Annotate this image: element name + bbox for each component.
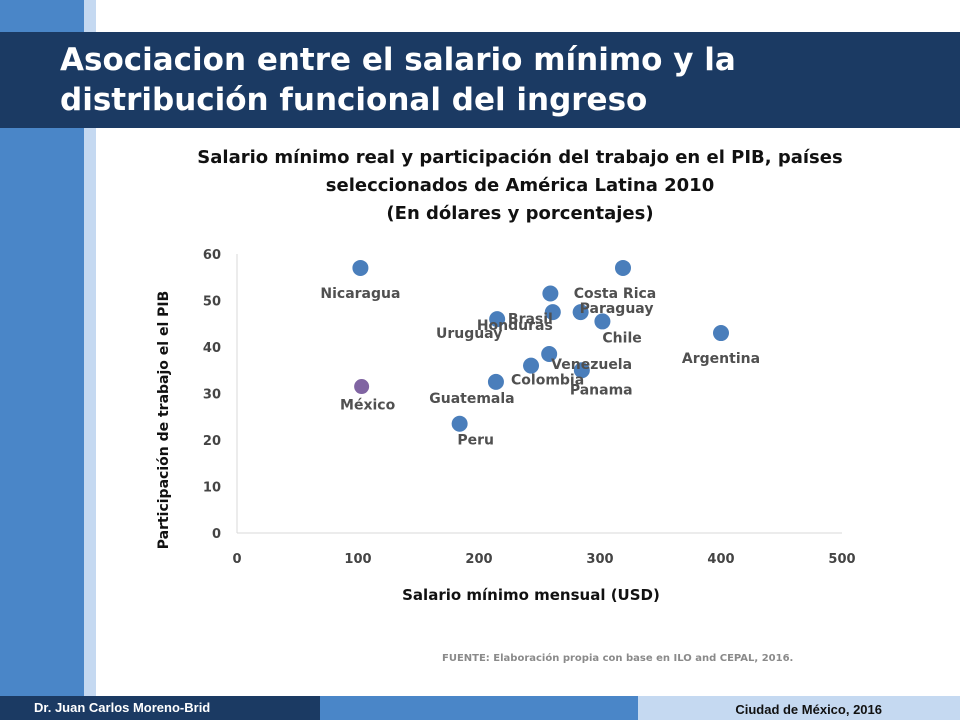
data-point-label: Uruguay xyxy=(436,326,502,342)
slide-title: Asociacion entre el salario mínimo y la … xyxy=(60,42,736,118)
data-point-label: Nicaragua xyxy=(320,286,400,302)
data-point xyxy=(352,259,369,276)
title-banner xyxy=(0,32,960,128)
data-point xyxy=(544,304,561,321)
chart-point-labels: Nicaragua Costa Rica Brasil Paraguay Hondura… xyxy=(320,286,760,449)
data-point-label: México xyxy=(340,398,396,414)
source-note: FUENTE: Elaboración propia con base en I… xyxy=(442,653,794,664)
data-point-label: Peru xyxy=(457,433,494,449)
data-point xyxy=(572,304,589,321)
footer-bar-dark xyxy=(0,696,320,720)
y-tick-label: 40 xyxy=(203,341,221,356)
y-tick-label: 0 xyxy=(212,527,221,542)
data-point-label: Panama xyxy=(570,382,633,398)
data-point-label: Paraguay xyxy=(580,301,654,317)
data-point-label: Guatemala xyxy=(429,391,514,407)
data-point xyxy=(489,311,506,328)
chart-title-line-2: seleccionados de América Latina 2010 xyxy=(325,175,715,196)
footer-bar-mid xyxy=(320,696,638,720)
data-point xyxy=(451,415,468,432)
x-tick-label: 400 xyxy=(707,552,734,567)
x-tick-label: 500 xyxy=(828,552,855,567)
y-axis-label: Participación de trabajo el el PIB xyxy=(156,291,172,550)
footer-author: Dr. Juan Carlos Moreno-Brid xyxy=(34,700,211,715)
data-point-label: Chile xyxy=(602,330,641,346)
chart-title-line-3: (En dólares y porcentajes) xyxy=(386,203,654,224)
data-point-label: Honduras xyxy=(477,318,553,334)
data-point xyxy=(713,325,729,342)
data-point xyxy=(594,313,611,330)
chart-title: Salario mínimo real y participación del … xyxy=(110,144,930,228)
data-point-label: Brasil xyxy=(508,312,553,328)
data-point-label: Venezuela xyxy=(551,357,632,373)
chart-title-line-1: Salario mínimo real y participación del … xyxy=(197,147,843,168)
data-point-label: Costa Rica xyxy=(574,286,657,302)
data-point xyxy=(487,373,504,390)
data-point xyxy=(541,345,558,362)
footer-bar-light xyxy=(638,696,960,720)
data-point xyxy=(523,357,540,374)
y-tick-label: 20 xyxy=(203,434,221,449)
y-tick-label: 60 xyxy=(203,248,221,263)
y-tick-label: 50 xyxy=(203,295,221,310)
left-accent-stripe xyxy=(84,0,96,720)
data-point xyxy=(542,285,559,302)
x-axis-label: Salario mínimo mensual (USD) xyxy=(402,586,660,604)
data-point xyxy=(573,362,590,379)
data-point-label: Colombia xyxy=(511,373,584,389)
x-tick-label: 300 xyxy=(586,552,613,567)
y-tick-label: 30 xyxy=(203,388,221,403)
data-point xyxy=(354,379,370,395)
x-tick-label: 0 xyxy=(232,552,241,567)
data-point-label: Argentina xyxy=(682,351,760,367)
data-point xyxy=(614,259,631,276)
scatter-chart: 0 100 200 300 400 500 0 10 20 30 40 50 60 Nicaragua C… xyxy=(156,248,856,604)
chart-points xyxy=(352,259,729,432)
footer-place-date: Ciudad de México, 2016 xyxy=(735,702,882,717)
chart-ticks: 0 100 200 300 400 500 0 10 20 30 40 50 60 xyxy=(203,248,856,567)
x-tick-label: 200 xyxy=(465,552,492,567)
x-tick-label: 100 xyxy=(344,552,371,567)
y-tick-label: 10 xyxy=(203,481,221,496)
chart-axes xyxy=(236,254,842,534)
